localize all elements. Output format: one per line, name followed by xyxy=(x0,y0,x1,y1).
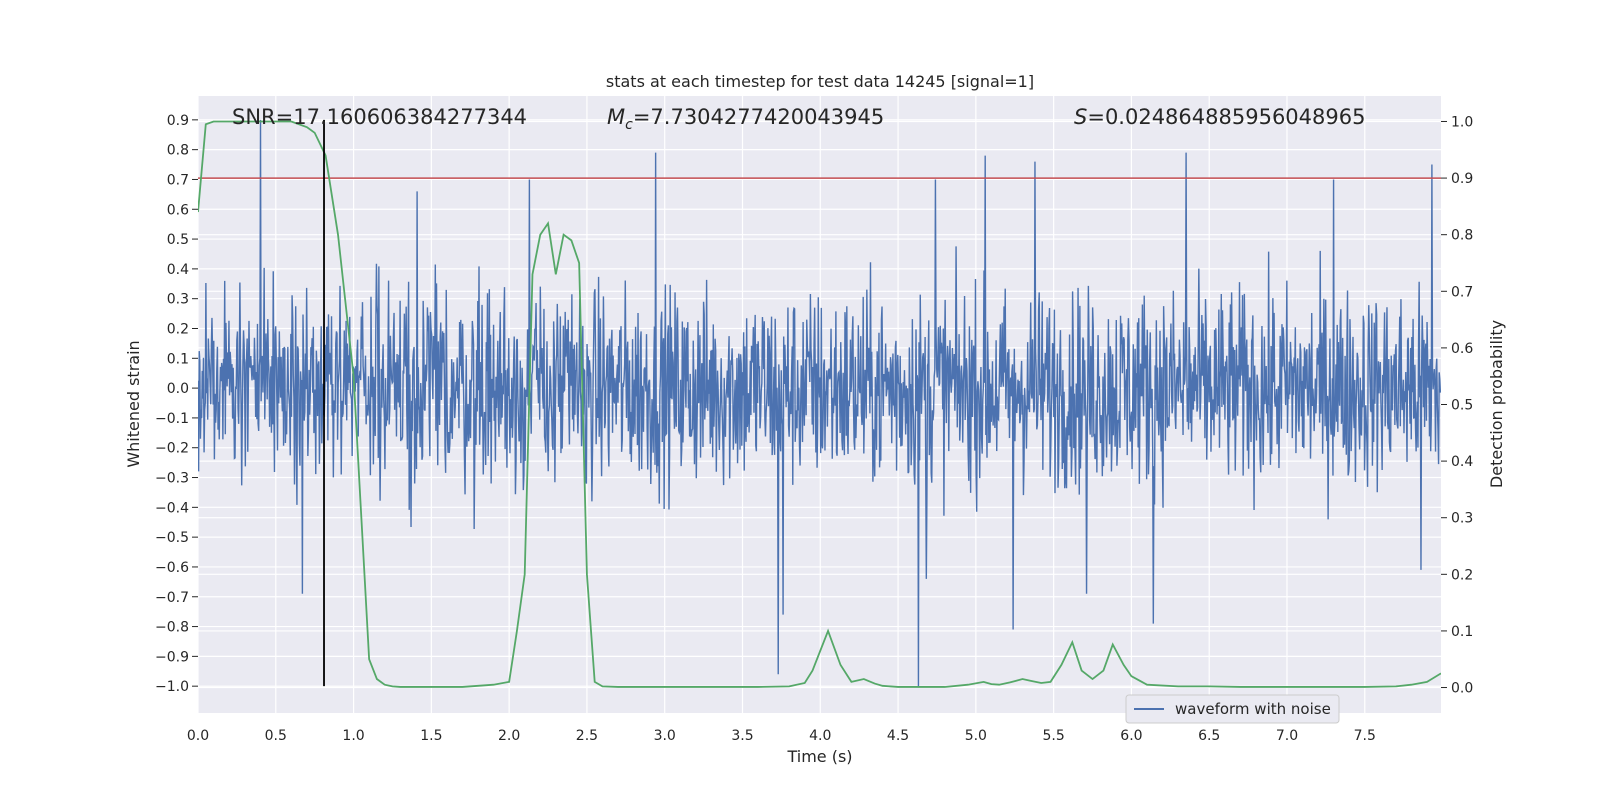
y-tick-label: 0.4 xyxy=(167,262,189,278)
probability-series xyxy=(198,120,1441,688)
s-symbol: S xyxy=(1074,105,1087,129)
y-tick-label: −0.9 xyxy=(155,649,189,665)
x-tick-label: 7.5 xyxy=(1354,728,1376,744)
y-tick-label: −0.8 xyxy=(155,620,189,636)
s-value: =0.024864885956048965 xyxy=(1087,105,1365,129)
y-tick-label: 0.1 xyxy=(167,351,189,367)
y2-tick-label: 0.7 xyxy=(1451,284,1473,300)
y2-tick-label: 0.1 xyxy=(1451,624,1473,640)
mc-subscript: c xyxy=(625,117,633,133)
chart-title: stats at each timestep for test data 142… xyxy=(606,72,1034,91)
y-tick-label: −1.0 xyxy=(155,679,189,695)
x-tick-label: 1.0 xyxy=(342,728,364,744)
x-tick-label: 4.5 xyxy=(887,728,909,744)
y-tick-label: −0.2 xyxy=(155,441,189,457)
x-tick-label: 5.5 xyxy=(1042,728,1064,744)
x-tick-label: 3.0 xyxy=(654,728,676,744)
y-tick-label: 0.0 xyxy=(167,381,189,397)
y2-axis-label: Detection probability xyxy=(1487,320,1506,488)
y-tick-label: −0.6 xyxy=(155,560,189,576)
y2-tick-label: 0.8 xyxy=(1451,228,1473,244)
mc-value: =7.7304277420043945 xyxy=(633,105,884,129)
s-annotation: S=0.024864885956048965 xyxy=(1074,105,1365,129)
x-tick-label: 5.0 xyxy=(965,728,987,744)
x-tick-label: 2.0 xyxy=(498,728,520,744)
y2-tick-label: 0.6 xyxy=(1451,341,1473,357)
y2-tick-label: 0.4 xyxy=(1451,454,1473,470)
y-tick-label: −0.7 xyxy=(155,590,189,606)
x-tick-label: 6.0 xyxy=(1120,728,1142,744)
y-tick-label: 0.7 xyxy=(167,172,189,188)
legend-label-waveform: waveform with noise xyxy=(1175,700,1331,718)
x-tick-labels: 0.0 0.5 1.0 1.5 2.0 2.5 3.0 3.5 4.0 4.5 5.0 5.5 6.0 6… xyxy=(187,728,1376,744)
y-tick-label: 0.8 xyxy=(167,143,189,159)
mc-symbol: M xyxy=(607,105,625,129)
y-tick-label: 0.2 xyxy=(167,321,189,337)
y-tick-label: 0.6 xyxy=(167,202,189,218)
x-axis-label: Time (s) xyxy=(786,747,852,766)
y-tick-label: −0.3 xyxy=(155,471,189,487)
legend-box xyxy=(1125,694,1340,724)
y-tick-label: −0.1 xyxy=(155,411,189,427)
y-tick-label: 0.9 xyxy=(167,113,189,129)
mc-annotation: Mc=7.7304277420043945 xyxy=(607,105,884,133)
y-tick-labels: 0.9 0.8 0.7 0.6 0.5 0.4 0.3 0.2 0.1 0.0 −0.1 −0.2 −0… xyxy=(155,113,198,695)
y2-tick-label: 0.0 xyxy=(1451,681,1473,697)
y2-tick-label: 0.3 xyxy=(1451,511,1473,527)
y2-tick-label: 0.2 xyxy=(1451,567,1473,583)
legend: waveform with noise xyxy=(1125,694,1340,724)
x-tick-label: 0.0 xyxy=(187,728,209,744)
snr-annotation: SNR=17.160606384277344 xyxy=(232,105,527,129)
waveform-line xyxy=(198,119,1441,687)
x-tick-label: 1.5 xyxy=(420,728,442,744)
x-tick-label: 0.5 xyxy=(265,728,287,744)
x-tick-label: 6.5 xyxy=(1198,728,1220,744)
y-axis-label: Whitened strain xyxy=(124,340,143,467)
waveform-series xyxy=(198,119,1441,687)
y2-tick-label: 0.9 xyxy=(1451,171,1473,187)
x-tick-label: 3.5 xyxy=(731,728,753,744)
probability-line xyxy=(198,120,1441,688)
x-tick-label: 7.0 xyxy=(1276,728,1298,744)
y-tick-label: −0.4 xyxy=(155,500,189,516)
x-tick-label: 2.5 xyxy=(576,728,598,744)
y-tick-label: 0.5 xyxy=(167,232,189,248)
y2-tick-label: 0.5 xyxy=(1451,398,1473,414)
y-tick-label: 0.3 xyxy=(167,292,189,308)
y2-tick-label: 1.0 xyxy=(1451,114,1473,130)
y-tick-label: −0.5 xyxy=(155,530,189,546)
x-tick-label: 4.0 xyxy=(809,728,831,744)
y2-tick-labels: 1.0 0.9 0.8 0.7 0.6 0.5 0.4 0.3 0.2 0.1 0.0 xyxy=(1441,114,1473,697)
